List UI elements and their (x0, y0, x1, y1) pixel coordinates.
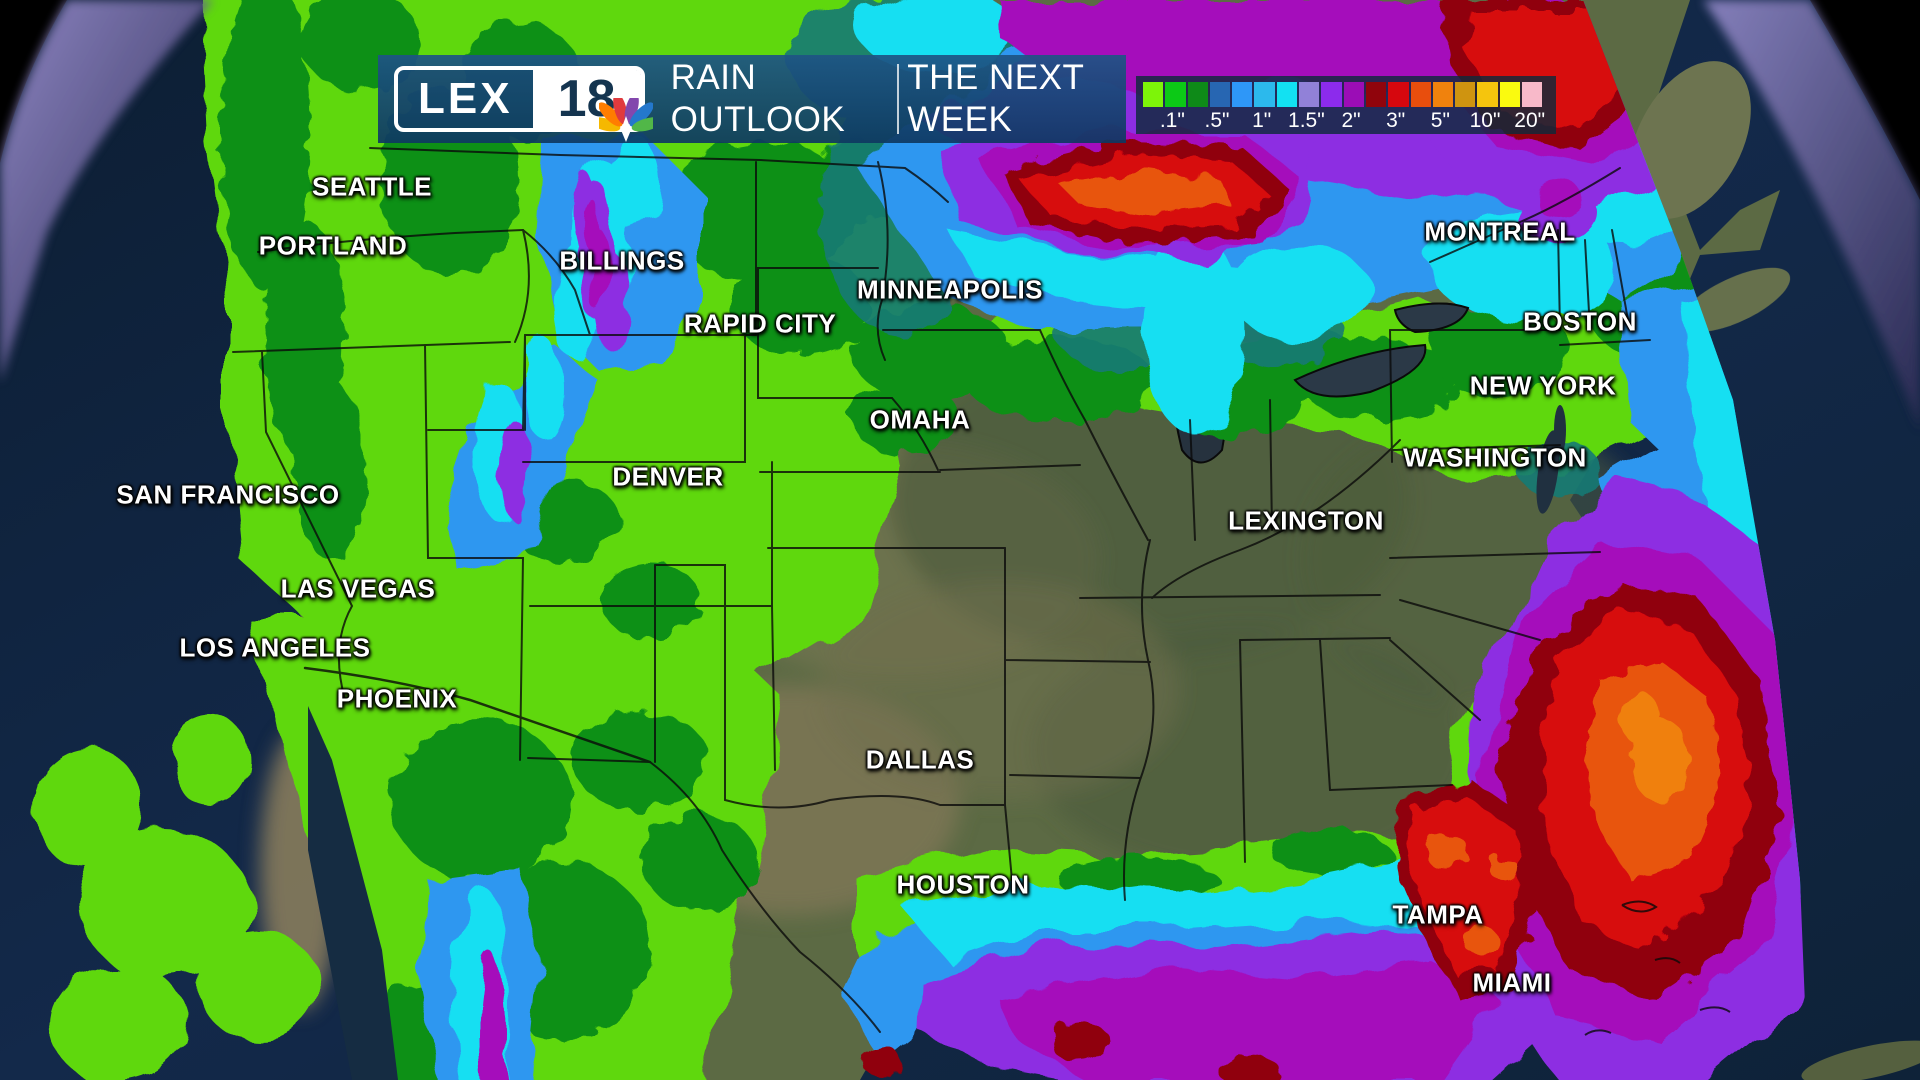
peacock-feather (598, 102, 623, 127)
legend-swatch (1209, 82, 1231, 107)
legend-swatch (1321, 82, 1342, 107)
island-outlines (1584, 900, 1731, 1036)
city-label-rapid-city: RAPID CITY (683, 308, 837, 339)
city-label-las-vegas: LAS VEGAS (280, 573, 436, 604)
legend-swatch (1499, 82, 1521, 107)
subtitle-line1: THE NEXT (907, 58, 1085, 97)
city-label-lexington: LEXINGTON (1228, 505, 1384, 536)
legend-label: 1.5" (1288, 109, 1325, 132)
city-label-phoenix: PHOENIX (336, 683, 458, 714)
city-label-montreal: MONTREAL (1424, 216, 1576, 247)
city-label-omaha: OMAHA (869, 404, 971, 435)
legend-swatch (1365, 82, 1387, 107)
subtitle-line2: WEEK (907, 100, 1013, 139)
city-label-san-francisco: SAN FRANCISCO (116, 479, 340, 510)
legend-label: 3" (1386, 109, 1406, 132)
legend-labels: .1" .5" 1" 1.5" 2" 3" 5" 10" 20" (1150, 109, 1552, 133)
state-borders (232, 147, 1651, 1033)
legend-label: 2" (1341, 109, 1361, 132)
header-divider (897, 64, 900, 134)
city-label-los-angeles: LOS ANGELES (179, 632, 371, 663)
legend-label: 20" (1514, 109, 1546, 132)
peacock-feather (629, 102, 653, 127)
graphic-title: RAIN OUTLOOK (671, 57, 898, 141)
legend-swatch (1477, 82, 1498, 107)
legend-swatch (1232, 82, 1253, 107)
legend-swatch (1187, 82, 1208, 107)
legend-swatch (1388, 82, 1409, 107)
city-label-minneapolis: MINNEAPOLIS (856, 274, 1044, 305)
graphic-subtitle: THE NEXT WEEK (907, 57, 1126, 141)
city-label-portland: PORTLAND (258, 230, 408, 261)
precip-orange (1060, 170, 1720, 954)
legend-swatch (1343, 82, 1364, 107)
legend-swatch (1455, 82, 1476, 107)
city-label-seattle: SEATTLE (311, 171, 433, 202)
lakes-erie-ontario (1293, 302, 1566, 514)
title-line2: OUTLOOK (670, 100, 846, 139)
legend-swatch (1432, 82, 1454, 107)
city-label-dallas: DALLAS (865, 744, 975, 775)
city-label-miami: MIAMI (1472, 967, 1552, 998)
city-label-tampa: TAMPA (1392, 899, 1484, 930)
legend-label: 5" (1430, 109, 1450, 132)
city-label-washington: WASHINGTON (1403, 442, 1587, 473)
legend-swatch (1410, 82, 1431, 107)
station-logo: LEX 18 (394, 66, 653, 142)
city-label-houston: HOUSTON (896, 869, 1030, 900)
city-label-billings: BILLINGS (559, 245, 685, 276)
legend-swatches (1143, 82, 1543, 107)
legend-label: 10" (1469, 109, 1501, 132)
city-label-boston: BOSTON (1523, 306, 1637, 337)
city-label-new-york: NEW YORK (1469, 370, 1617, 401)
gulf-of-california (308, 706, 398, 1080)
header-bar: LEX 18 RAIN OUTLOOK THE NEXT WEEK (378, 55, 1126, 143)
station-call: LEX (418, 74, 513, 123)
legend-swatch (1165, 82, 1186, 107)
peacock-body (620, 116, 631, 142)
legend-label: .1" (1159, 109, 1185, 132)
legend-swatch (1254, 82, 1275, 107)
legend-swatch (1276, 82, 1298, 107)
legend-swatch (1299, 82, 1320, 107)
city-label-denver: DENVER (612, 461, 724, 492)
rainfall-legend: .1" .5" 1" 1.5" 2" 3" 5" 10" 20" (1136, 76, 1556, 134)
globe-limb (0, 0, 1920, 430)
peacock-feather (612, 98, 628, 125)
legend-swatch (1143, 82, 1164, 107)
peacock-feather (631, 117, 653, 132)
title-line1: RAIN (670, 58, 757, 97)
legend-swatch (1522, 82, 1543, 107)
legend-label: .5" (1204, 109, 1230, 132)
nbc-peacock-icon (598, 98, 653, 142)
legend-label: 1" (1252, 109, 1272, 132)
